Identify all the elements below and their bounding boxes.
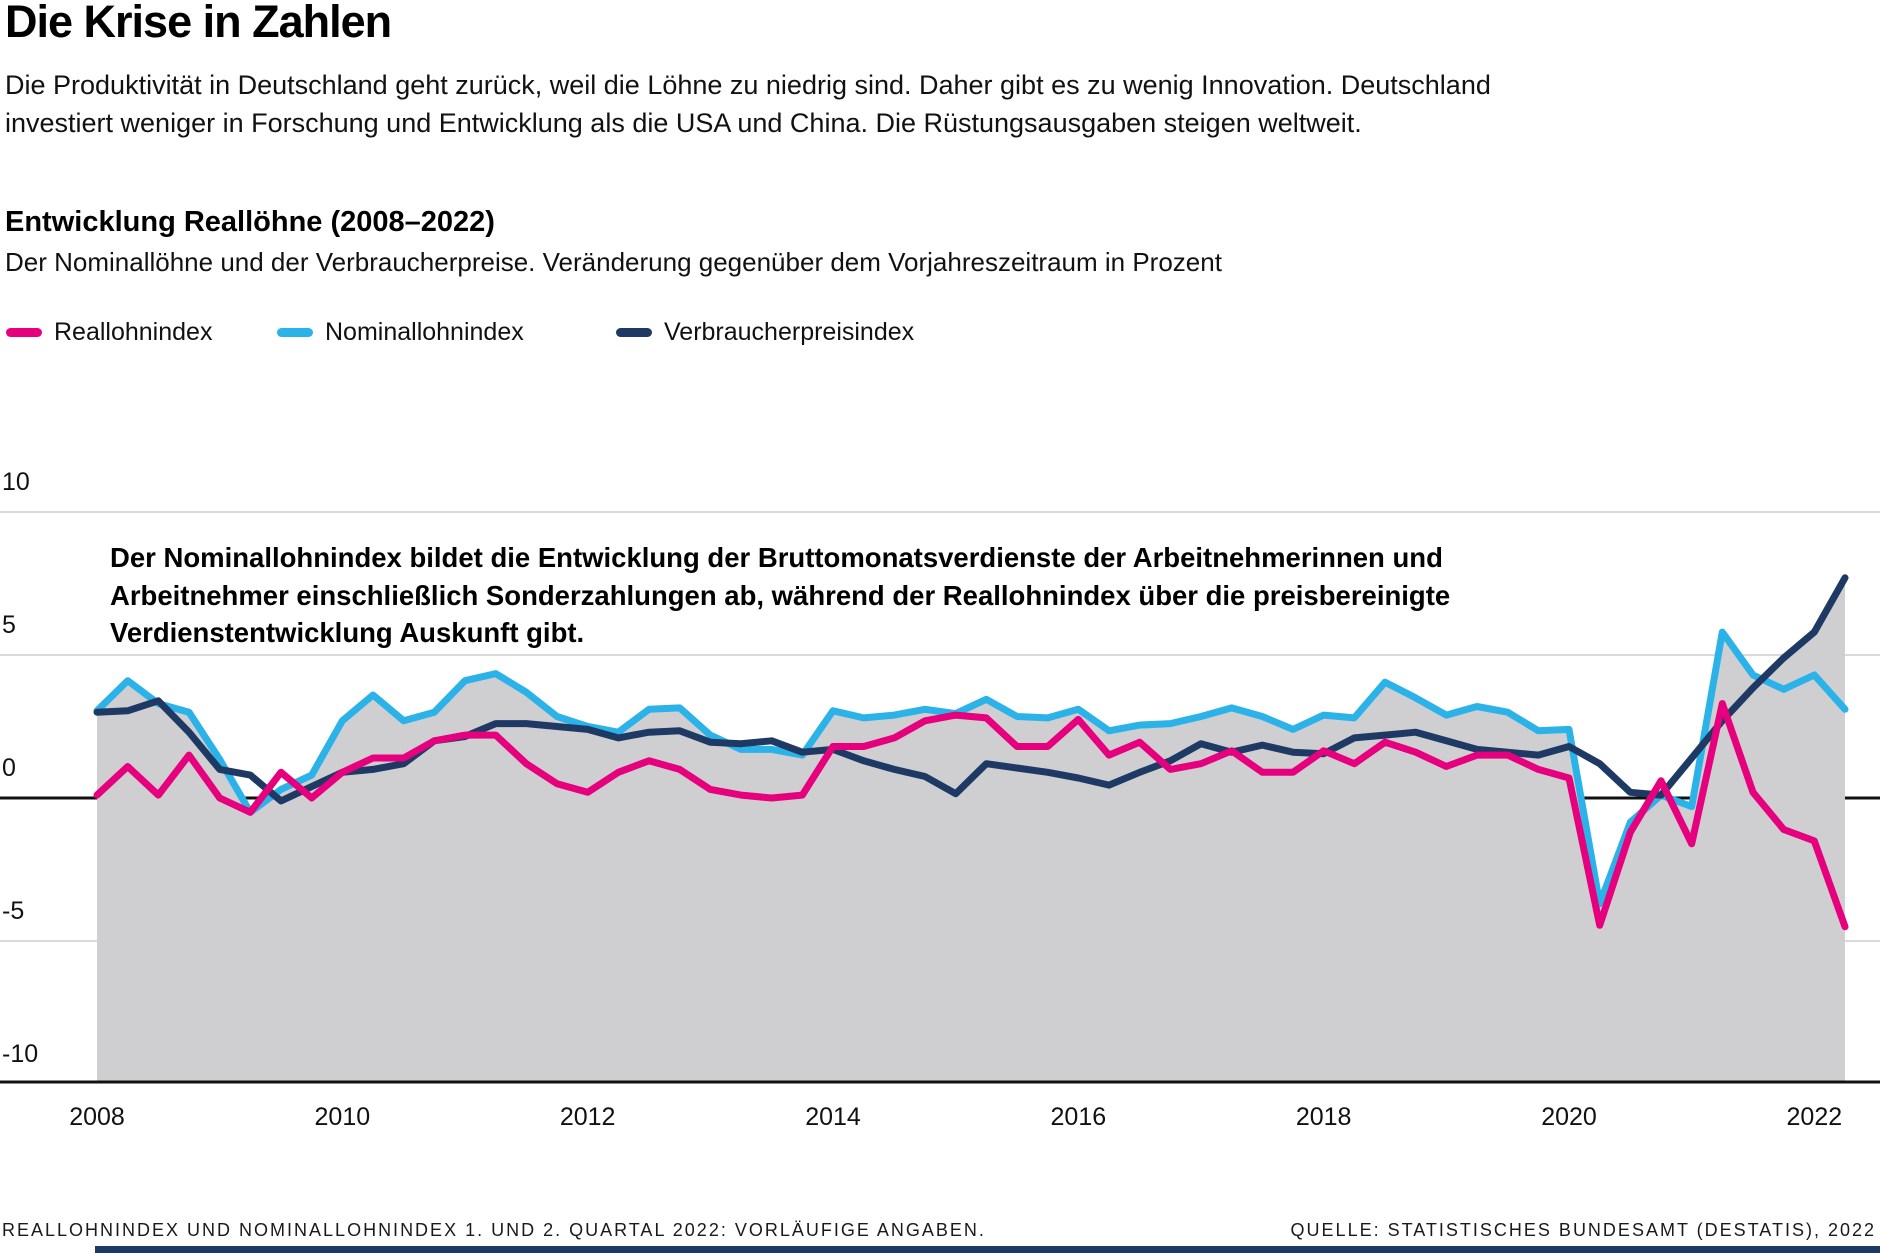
- legend-label: Nominallohnindex: [325, 318, 524, 346]
- verbraucherpreisindex-swatch-icon: [616, 328, 652, 337]
- source-credit: QUELLE: STATISTISCHES BUNDESAMT (DESTATI…: [1290, 1220, 1876, 1240]
- legend-item-nominallohnindex: Nominallohnindex: [277, 318, 524, 347]
- annotation-line-3: Verdienstentwicklung Auskunft gibt.: [110, 617, 585, 648]
- x-tick-label: 2016: [1050, 1103, 1107, 1131]
- chart-heading: Entwicklung Reallöhne (2008–2022): [5, 206, 495, 238]
- x-tick-label: 2012: [559, 1103, 616, 1131]
- footnote: REALLOHNINDEX UND NOMINALLOHNINDEX 1. UN…: [2, 1220, 986, 1240]
- x-tick-label: 2020: [1541, 1103, 1597, 1131]
- legend-label: Verbraucherpreisindex: [664, 318, 915, 346]
- chart-subheading: Der Nominallöhne und der Verbraucherprei…: [5, 247, 1222, 277]
- y-tick-label: -10: [2, 1040, 39, 1068]
- legend: Reallohnindex Nominallohnindex Verbrauch…: [0, 318, 1880, 348]
- x-tick-label: 2018: [1295, 1103, 1352, 1131]
- x-tick-label: 2008: [69, 1103, 125, 1131]
- legend-item-verbraucherpreisindex: Verbraucherpreisindex: [616, 318, 914, 347]
- intro-text: Die Produktivität in Deutschland geht zu…: [5, 66, 1491, 142]
- annotation-line-2: Arbeitnehmer einschließlich Sonderzahlun…: [110, 579, 1451, 611]
- y-tick-label: 5: [2, 611, 16, 639]
- nominallohnindex-swatch-icon: [277, 328, 313, 337]
- x-tick-label: 2014: [805, 1103, 861, 1131]
- intro-line-2: investiert weniger in Forschung und Entw…: [5, 108, 1362, 138]
- intro-line-1: Die Produktivität in Deutschland geht zu…: [5, 70, 1491, 100]
- chart-annotation: Der Nominallohnindex bildet die Entwickl…: [110, 539, 1450, 652]
- page-title: Die Krise in Zahlen: [5, 0, 392, 47]
- x-tick-label: 2010: [314, 1103, 371, 1131]
- bottom-accent-bar: [95, 1246, 1880, 1253]
- legend-item-reallohnindex: Reallohnindex: [6, 318, 212, 347]
- y-tick-label: 10: [2, 468, 30, 496]
- annotation-line-1: Der Nominallohnindex bildet die Entwickl…: [110, 542, 1443, 573]
- legend-label: Reallohnindex: [54, 318, 213, 346]
- y-tick-label: 0: [2, 754, 16, 782]
- reallohnindex-swatch-icon: [6, 328, 42, 337]
- x-tick-label: 2022: [1786, 1103, 1843, 1131]
- y-tick-label: -5: [2, 897, 25, 925]
